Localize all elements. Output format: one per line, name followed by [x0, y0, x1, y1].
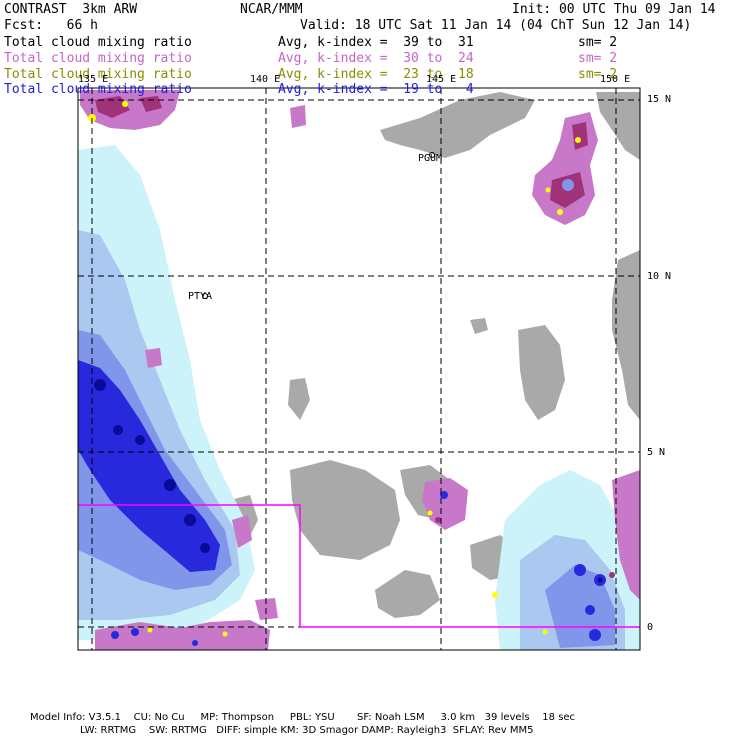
cloud-northwest: [80, 90, 306, 130]
valid-time: Valid: 18 UTC Sat 11 Jan 14 (04 ChT Sun …: [300, 18, 692, 33]
forecast-hour: Fcst: 66 h: [4, 18, 98, 33]
land-north: [380, 92, 535, 158]
grid-lines: [78, 88, 640, 650]
lat-label-0: 0: [647, 622, 654, 633]
land-mid: [288, 378, 310, 420]
footer-model-info: Model Info: V3.5.1 CU: No Cu MP: Thompso…: [30, 712, 576, 723]
lon-label-135: 135 E: [78, 74, 109, 85]
highlight-box: [78, 504, 640, 628]
init-time: Init: 00 UTC Thu 09 Jan 14: [512, 2, 716, 17]
cloud-southeast: [492, 470, 640, 650]
legend-range-3: Avg, k-index = 23 to 18: [278, 67, 474, 82]
lon-label-145: 145 E: [426, 74, 457, 85]
legend-range-2: Avg, k-index = 30 to 24: [278, 51, 474, 66]
legend-field-4: Total cloud mixing ratio: [4, 82, 192, 97]
station-markers: [202, 152, 435, 299]
cloud-west-band: [78, 145, 255, 640]
land-isle: [470, 318, 488, 334]
map-frame: [77, 87, 641, 651]
legend-range-1: Avg, k-index = 39 to 31: [278, 35, 474, 50]
land-east2: [518, 325, 565, 420]
place-ptya: PTYA: [188, 291, 213, 302]
lat-label-15n: 15 N: [647, 94, 672, 105]
land-east: [612, 250, 640, 420]
land-south: [375, 570, 440, 618]
land-northeast: [596, 92, 640, 160]
place-pgum: PGUM: [418, 153, 443, 164]
legend-field-2: Total cloud mixing ratio: [4, 51, 192, 66]
legend-field-1: Total cloud mixing ratio: [4, 35, 192, 50]
legend-sm-3: sm= 2: [578, 67, 618, 82]
cloud-center: [422, 478, 468, 530]
lat-label-5n: 5 N: [647, 447, 666, 458]
org-label: NCAR/MMM: [240, 2, 303, 17]
footer-physics-info: LW: RRTMG SW: RRTMG DIFF: simple KM: 3D …: [80, 725, 534, 736]
legend-sm-1: sm= 2: [578, 35, 618, 50]
cloud-northeast: [532, 112, 598, 225]
lon-label-140: 140 E: [250, 74, 281, 85]
lat-label-10n: 10 N: [647, 271, 672, 282]
legend-range-4: Avg, k-index = 19 to 4: [278, 82, 474, 97]
model-title: CONTRAST 3km ARW: [4, 2, 138, 17]
legend-sm-2: sm= 2: [578, 51, 618, 66]
land-center: [290, 460, 400, 560]
lon-label-150: 150 E: [600, 74, 631, 85]
legend-field-3: Total cloud mixing ratio: [4, 67, 192, 82]
